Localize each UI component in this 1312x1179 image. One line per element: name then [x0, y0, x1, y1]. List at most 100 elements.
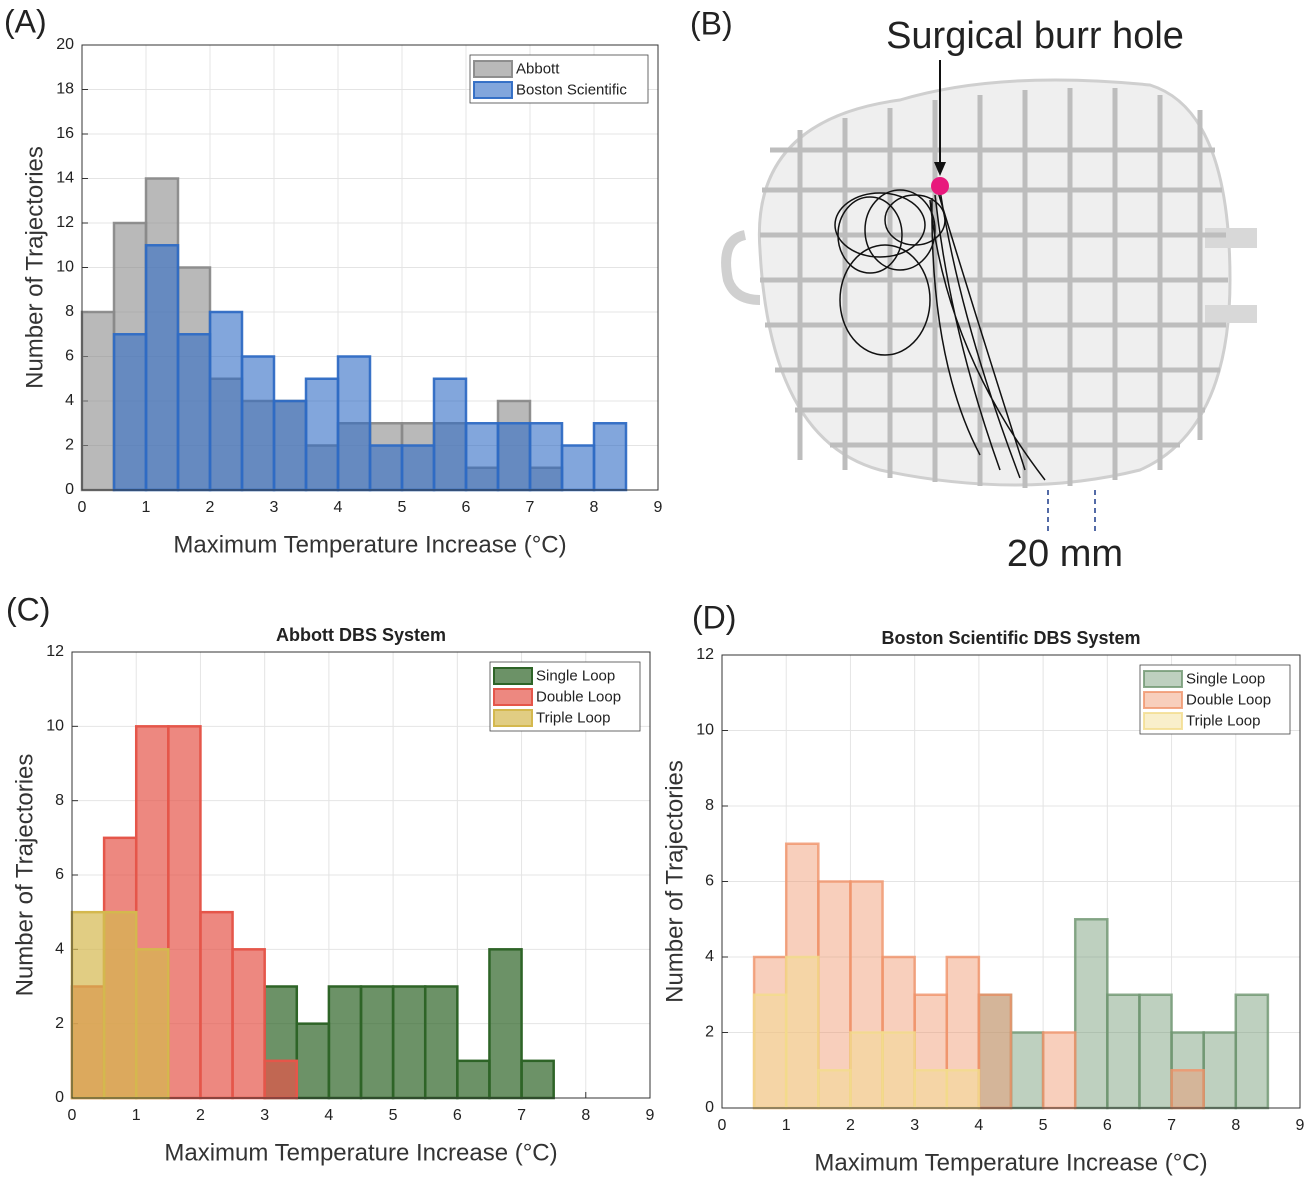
y-axis-label: Number of Trajectories: [11, 754, 38, 997]
x-tick-label: 0: [78, 499, 87, 516]
x-tick-label: 3: [910, 1117, 919, 1134]
x-tick-label: 4: [974, 1117, 983, 1134]
x-tick-label: 0: [68, 1107, 77, 1124]
bar: [208, 310, 244, 492]
bar: [913, 1069, 949, 1110]
chart-title: Abbott DBS System: [276, 625, 446, 645]
legend-label: Triple Loop: [1186, 712, 1261, 729]
bar: [295, 1022, 331, 1100]
y-tick-label: 2: [55, 1015, 64, 1032]
y-tick-label: 6: [65, 348, 74, 365]
bar: [520, 1059, 555, 1100]
bar: [167, 725, 202, 1100]
bar: [176, 333, 212, 492]
y-tick-label: 0: [705, 1099, 714, 1116]
y-axis-label: Number of Trajectories: [661, 760, 688, 1003]
bar: [1138, 993, 1173, 1110]
legend-swatch: [493, 688, 533, 706]
x-tick-label: 6: [453, 1107, 462, 1124]
bar: [112, 333, 148, 492]
bar: [199, 910, 234, 1100]
panel-label: (B): [690, 5, 733, 41]
y-tick-label: 16: [56, 125, 74, 142]
bar: [881, 1031, 916, 1110]
y-tick-label: 6: [55, 866, 64, 883]
x-tick-label: 2: [196, 1107, 205, 1124]
x-tick-label: 1: [132, 1107, 141, 1124]
legend-swatch: [1143, 670, 1183, 688]
x-tick-label: 4: [324, 1107, 333, 1124]
annotation: Surgical burr hole: [886, 15, 1184, 57]
x-tick-label: 2: [846, 1117, 855, 1134]
bar: [272, 399, 308, 492]
x-tick-label: 8: [581, 1107, 590, 1124]
bar: [456, 1059, 491, 1100]
legend-swatch: [493, 709, 533, 727]
x-tick-label: 6: [462, 499, 471, 516]
y-tick-label: 2: [705, 1024, 714, 1041]
bar: [1170, 1069, 1205, 1110]
bar: [528, 422, 564, 492]
y-tick-label: 4: [705, 948, 714, 965]
y-tick-label: 4: [55, 941, 64, 958]
bar: [423, 985, 459, 1100]
panel-label: (C): [6, 591, 50, 627]
legend-box: [1139, 664, 1291, 735]
legend-label: Abbott: [516, 60, 560, 77]
legend-swatch: [473, 81, 513, 99]
bar: [102, 910, 138, 1100]
bar: [849, 880, 884, 1110]
bar: [1009, 1031, 1045, 1110]
x-tick-label: 6: [1103, 1117, 1112, 1134]
x-tick-label: 9: [1296, 1117, 1305, 1134]
bar: [240, 355, 276, 492]
bar: [488, 948, 523, 1100]
x-tick-label: 8: [590, 499, 599, 516]
x-tick-label: 3: [260, 1107, 269, 1124]
bar: [391, 985, 427, 1100]
bar: [1073, 918, 1109, 1110]
legend-label: Double Loop: [536, 688, 621, 705]
y-tick-label: 14: [56, 170, 74, 187]
y-tick-label: 0: [55, 1089, 64, 1106]
x-axis-label: Maximum Temperature Increase (°C): [814, 1149, 1207, 1176]
legend-label: Boston Scientific: [516, 81, 627, 98]
x-tick-label: 7: [1167, 1117, 1176, 1134]
scale-label: 20 mm: [1007, 533, 1123, 575]
y-tick-label: 20: [56, 36, 74, 53]
bar: [304, 377, 340, 492]
x-tick-label: 1: [782, 1117, 791, 1134]
y-tick-label: 10: [56, 259, 74, 276]
bar: [1234, 993, 1270, 1110]
legend-swatch: [493, 667, 533, 685]
panel-label: (A): [4, 3, 47, 39]
bar: [496, 422, 532, 492]
x-tick-label: 7: [526, 499, 535, 516]
bar: [400, 444, 436, 492]
legend-label: Single Loop: [536, 667, 615, 684]
bar: [1041, 1031, 1077, 1110]
y-tick-label: 18: [56, 81, 74, 98]
bar: [752, 993, 788, 1110]
legend-swatch: [1143, 712, 1183, 730]
phantom-photo: [721, 60, 1257, 535]
bar: [336, 355, 372, 492]
x-axis-label: Maximum Temperature Increase (°C): [164, 1139, 557, 1166]
panel-label: (D): [692, 599, 736, 635]
legend-swatch: [473, 60, 513, 78]
y-tick-label: 12: [696, 646, 714, 663]
chart-title: Boston Scientific DBS System: [881, 628, 1140, 648]
y-tick-label: 12: [56, 214, 74, 231]
bar: [231, 948, 266, 1100]
x-tick-label: 7: [517, 1107, 526, 1124]
x-tick-label: 3: [270, 499, 279, 516]
y-tick-label: 8: [65, 303, 74, 320]
bar: [359, 985, 395, 1100]
x-tick-label: 5: [1039, 1117, 1048, 1134]
y-axis-label: Number of Trajectories: [21, 146, 48, 389]
y-tick-label: 10: [46, 718, 64, 735]
bar: [945, 1069, 981, 1110]
bar: [327, 985, 363, 1100]
bar: [134, 948, 170, 1100]
